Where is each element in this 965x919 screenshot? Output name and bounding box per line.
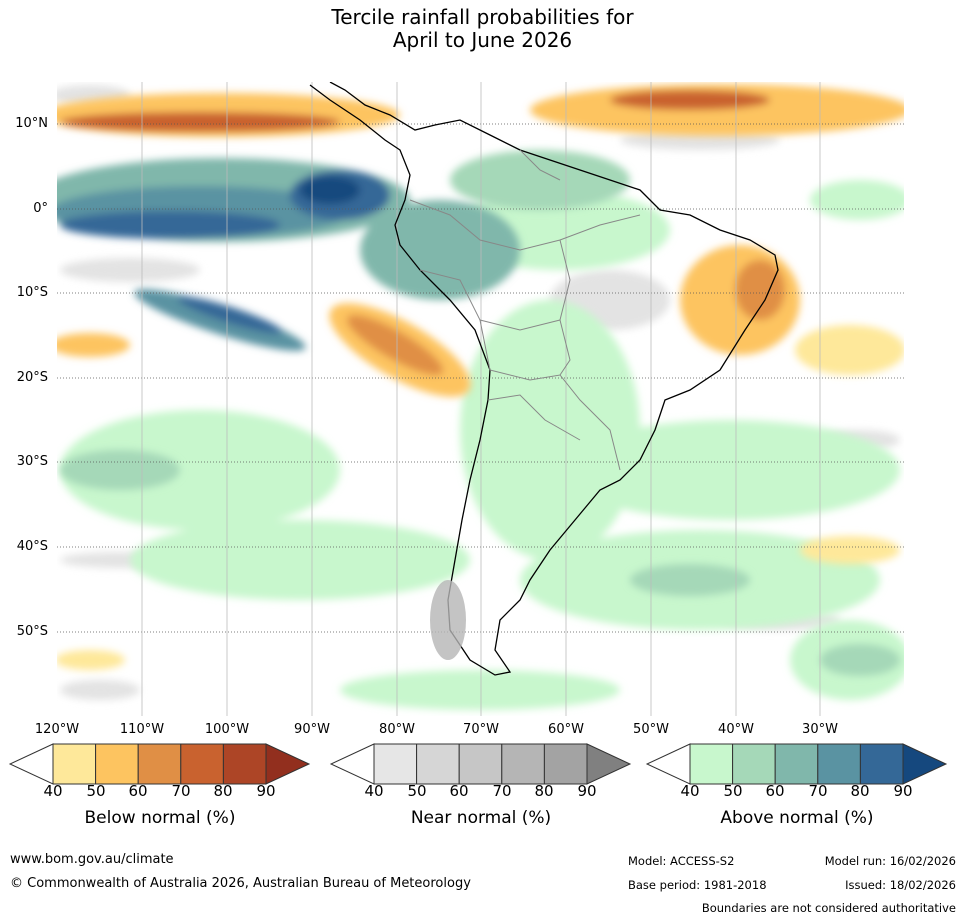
lat-label: 0° [33, 201, 48, 216]
cb-below-tick: 80 [213, 782, 233, 800]
footer-issued: Issued: 18/02/2026 [845, 878, 956, 892]
cb-below-tick: 60 [128, 782, 148, 800]
cb-below-tick: 90 [256, 782, 276, 800]
lon-label: 90°W [294, 722, 330, 737]
cb-near-tick: 70 [492, 782, 512, 800]
cb-near-segment [458, 743, 503, 785]
south-america-coastline [309, 82, 779, 676]
cb-below-segment [137, 743, 182, 785]
lat-label: 10°N [15, 116, 48, 131]
lat-label: 50°S [16, 624, 48, 639]
cb-near-tick: 90 [577, 782, 597, 800]
cb-above-segment [689, 743, 734, 785]
footer-model: Model: ACCESS-S2 [628, 854, 735, 868]
lat-label: 10°S [16, 285, 48, 300]
lon-label: 100°W [204, 722, 250, 737]
cb-below-segment [52, 743, 97, 785]
cb-below-segment [222, 743, 267, 785]
cb-near-segment [543, 743, 588, 785]
cb-below-segment [180, 743, 224, 785]
cb-near-title: Near normal (%) [410, 808, 552, 828]
chart-title-line1: Tercile rainfall probabilities for [331, 5, 634, 29]
footer-copyright: © Commonwealth of Australia 2026, Austra… [10, 876, 471, 891]
cb-below-tick: 50 [86, 782, 106, 800]
colorbar-near [329, 743, 632, 785]
cb-above-segment [859, 743, 904, 785]
lat-label: 20°S [16, 370, 48, 385]
cb-above-tick: 70 [808, 782, 828, 800]
lat-label: 30°S [16, 454, 48, 469]
cb-above-segment [774, 743, 819, 785]
footer-disclaimer: Boundaries are not considered authoritat… [701, 901, 956, 915]
cb-above-tick: 60 [765, 782, 785, 800]
chart-title-line2: April to June 2026 [392, 28, 573, 52]
map-field [57, 82, 904, 716]
cb-near-segment [373, 743, 418, 785]
cb-near-segment [416, 743, 460, 785]
footer-url[interactable]: www.bom.gov.au/climate [10, 852, 174, 867]
lon-label: 120°W [34, 722, 80, 737]
lon-label: 70°W [463, 722, 499, 737]
cb-near-segment [501, 743, 545, 785]
cb-above-title: Above normal (%) [720, 808, 874, 828]
cb-below-title: Below normal (%) [84, 808, 236, 828]
cb-above-tick: 90 [893, 782, 913, 800]
cb-above-tick: 40 [680, 782, 700, 800]
cb-above-segment [817, 743, 861, 785]
footer-model-run: Model run: 16/02/2026 [824, 854, 956, 868]
lon-label: 80°W [379, 722, 415, 737]
lon-label: 110°W [119, 722, 165, 737]
lon-label: 30°W [802, 722, 838, 737]
footer-base-period: Base period: 1981-2018 [628, 878, 767, 892]
lon-label: 60°W [548, 722, 584, 737]
colorbar-above [645, 743, 948, 785]
cb-above-tick: 50 [723, 782, 743, 800]
cb-below-segment [95, 743, 139, 785]
cb-above-tick: 80 [850, 782, 870, 800]
colorbar-below [8, 743, 311, 785]
lon-label: 40°W [718, 722, 754, 737]
lat-label: 40°S [16, 539, 48, 554]
cb-below-tick: 40 [43, 782, 63, 800]
cb-near-tick: 80 [534, 782, 554, 800]
lon-label: 50°W [633, 722, 669, 737]
cb-near-tick: 60 [449, 782, 469, 800]
cb-near-tick: 40 [364, 782, 384, 800]
cb-above-segment [732, 743, 776, 785]
cb-below-tick: 70 [171, 782, 191, 800]
cb-near-tick: 50 [407, 782, 427, 800]
